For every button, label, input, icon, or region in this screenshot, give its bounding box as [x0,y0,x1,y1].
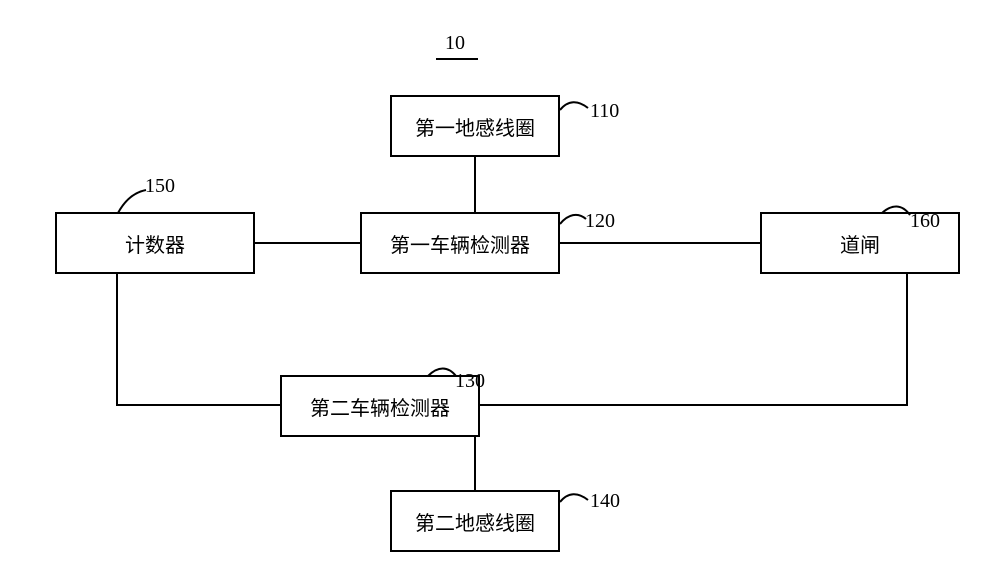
ref-130: 130 [455,370,485,393]
node-coil1: 第一地感线圈 [390,95,560,157]
node-coil2: 第二地感线圈 [390,490,560,552]
node-coil2-label: 第二地感线圈 [415,507,535,536]
edge-coil1-det1 [474,157,476,212]
node-det2: 第二车辆检测器 [280,375,480,437]
ref-110: 110 [590,100,619,123]
edge-gate-det2-h [480,404,908,406]
ref-160: 160 [910,210,940,233]
node-coil1-label: 第一地感线圈 [415,112,535,141]
diagram-title: 10 [445,32,465,55]
ref-120: 120 [585,210,615,233]
ref-140: 140 [590,490,620,513]
node-det1-label: 第一车辆检测器 [390,229,530,258]
node-counter-label: 计数器 [125,229,185,258]
edge-det2-coil2 [474,437,476,490]
edge-counter-det1 [255,242,360,244]
edge-counter-det2-v [116,274,118,406]
node-counter: 计数器 [55,212,255,274]
title-underline [436,58,478,60]
edge-counter-det2-h [116,404,280,406]
edge-det1-gate [560,242,760,244]
node-det1: 第一车辆检测器 [360,212,560,274]
node-det2-label: 第二车辆检测器 [310,392,450,421]
node-gate-label: 道闸 [840,229,880,258]
diagram-canvas: 10 第一地感线圈 计数器 第一车辆检测器 道闸 第二车辆检测器 第二地感线圈 … [0,0,1000,588]
edge-gate-det2-v [906,274,908,406]
ref-150: 150 [145,175,175,198]
